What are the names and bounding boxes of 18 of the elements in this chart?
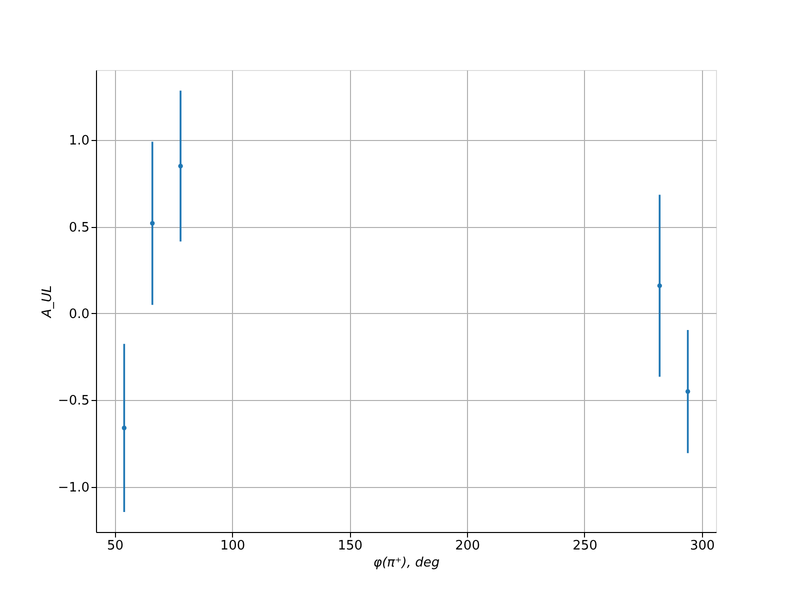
point (657, 283, 662, 288)
x-axis-title: φ(π⁺), deg (373, 556, 440, 570)
x-tick-label: 100 (220, 538, 246, 554)
point (150, 220, 155, 226)
y-tick-label: 1.0 (68, 134, 90, 149)
point (178, 164, 183, 168)
y-tick-label: 0.0 (68, 306, 90, 322)
point (685, 389, 690, 394)
x-tick-label: 50 (107, 538, 124, 554)
x-tick-label: 300 (690, 538, 715, 554)
x-tick-label: 150 (338, 538, 363, 554)
x-tick-label: 200 (455, 538, 480, 554)
y-tick-label: 0.5 (68, 220, 90, 236)
point (122, 426, 127, 430)
y-axis-title: A_UL (40, 285, 55, 319)
y-tick-label: −0.5 (58, 394, 90, 409)
y-tick-label: −1.0 (58, 480, 90, 496)
x-tick-label: 250 (572, 538, 598, 554)
